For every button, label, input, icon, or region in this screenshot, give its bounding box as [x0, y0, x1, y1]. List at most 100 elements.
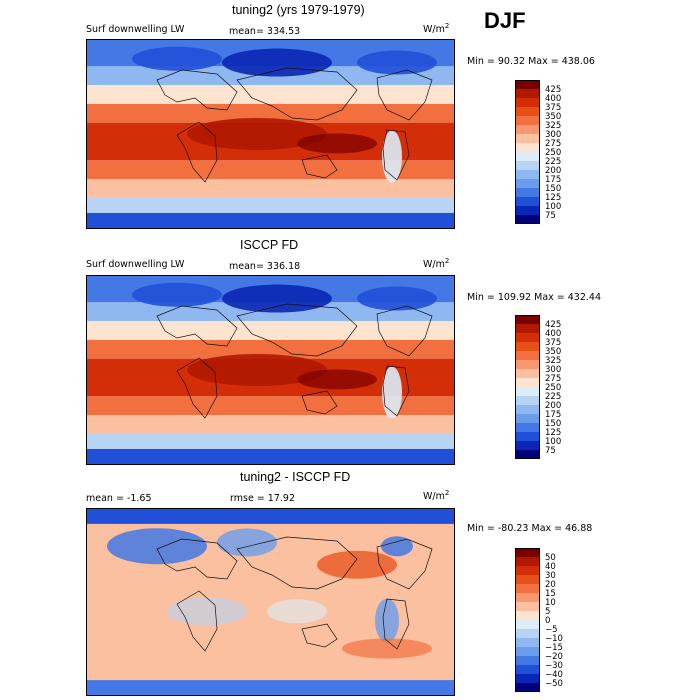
- colorbar-swatch: [515, 432, 540, 441]
- panel3-colorbar: 50 40 30 20 15 10 5 0 −5 −10 −15 −20 −30 −40 −50: [515, 548, 575, 692]
- field-patch: [107, 528, 207, 565]
- colorbar-tick-label: 0: [545, 616, 550, 626]
- colorbar-swatch: [515, 674, 540, 683]
- field-patch: [187, 118, 327, 150]
- colorbar-tick-label: 15: [545, 589, 556, 599]
- coastline: [236, 536, 358, 590]
- field-band: [87, 339, 454, 359]
- colorbar-swatch: [515, 584, 540, 593]
- colorbar-tick-label: 75: [545, 211, 556, 221]
- colorbar-swatch: [515, 620, 540, 629]
- colorbar-swatch: [515, 665, 540, 674]
- panel1-mean: mean= 334.53: [229, 26, 301, 37]
- colorbar-tick-label: −15: [545, 643, 563, 653]
- field-band: [87, 509, 454, 524]
- panel3-title: tuning2 - ISCCP FD: [240, 470, 351, 484]
- colorbar-tick-label: 300: [545, 130, 561, 140]
- colorbar-tick-label: 75: [545, 446, 556, 456]
- panel2-units-base: W/m: [423, 259, 445, 271]
- colorbar-tick-label: 125: [545, 193, 561, 203]
- field-band: [87, 396, 454, 416]
- field-band: [87, 448, 454, 464]
- colorbar-tick-label: 100: [545, 202, 561, 212]
- panel1-units-base: W/m: [423, 24, 445, 36]
- colorbar-swatch: [515, 378, 540, 387]
- colorbar-tick-label: 225: [545, 157, 561, 167]
- coastline: [301, 623, 338, 648]
- field-band: [87, 160, 454, 180]
- coastline: [382, 129, 410, 181]
- panel2-mean: mean= 336.18: [229, 261, 301, 272]
- colorbar-tick-label: 325: [545, 121, 561, 131]
- colorbar-tick-label: 30: [545, 571, 556, 581]
- colorbar-swatch: [515, 611, 540, 620]
- colorbar-tick-label: 250: [545, 148, 561, 158]
- panel2-units: W/m2: [423, 257, 449, 270]
- colorbar-swatch: [515, 396, 540, 405]
- panel1-minmax: Min = 90.32 Max = 438.06: [467, 56, 595, 67]
- colorbar-swatch: [515, 450, 540, 459]
- colorbar-tick-label: −5: [545, 625, 558, 635]
- colorbar-tick-label: 175: [545, 410, 561, 420]
- colorbar-swatch: [515, 188, 540, 197]
- field-patch: [342, 638, 432, 659]
- panel1-map: [86, 39, 455, 229]
- field-band: [87, 197, 454, 213]
- coastline: [301, 154, 338, 179]
- colorbar-tick-label: 425: [545, 85, 561, 95]
- panel2-minmax: Min = 109.92 Max = 432.44: [467, 292, 601, 303]
- colorbar-tick-label: 400: [545, 94, 561, 104]
- field-band: [87, 680, 454, 695]
- coastline: [176, 357, 218, 419]
- panel1-units-exp: 2: [444, 22, 450, 30]
- panel2-map: [86, 275, 455, 465]
- colorbar-swatch: [515, 557, 540, 566]
- colorbar-frame: [515, 315, 540, 459]
- colorbar-tick-label: −30: [545, 661, 563, 671]
- colorbar-swatch: [515, 629, 540, 638]
- colorbar-swatch: [515, 387, 540, 396]
- colorbar-swatch: [515, 152, 540, 161]
- colorbar-tick-label: 275: [545, 374, 561, 384]
- colorbar-tick-label: 175: [545, 175, 561, 185]
- colorbar-tick-label: 375: [545, 338, 561, 348]
- colorbar-tick-label: 150: [545, 184, 561, 194]
- coastline: [376, 538, 433, 590]
- coastline: [382, 598, 410, 650]
- field-patch: [297, 133, 377, 154]
- field-band: [87, 415, 454, 434]
- field-band: [87, 103, 454, 123]
- field-patch: [187, 354, 327, 386]
- panel3-map: [86, 508, 455, 696]
- field-patch: [167, 597, 247, 626]
- colorbar-swatch: [515, 683, 540, 692]
- panel1-colorbar-svg: 4254003753503253002752502252001751501251…: [515, 80, 561, 224]
- colorbar-swatch: [515, 315, 540, 324]
- colorbar-swatch: [515, 656, 540, 665]
- panel3-minmax: Min = -80.23 Max = 46.88: [467, 523, 593, 534]
- colorbar-swatch: [515, 405, 540, 414]
- field-patch: [217, 528, 277, 557]
- field-patch: [381, 536, 413, 557]
- panel3-map-svg: [87, 509, 454, 695]
- colorbar-swatch: [515, 566, 540, 575]
- colorbar-tick-label: 10: [545, 598, 556, 608]
- colorbar-tick-label: −50: [545, 679, 563, 689]
- panel3-mean: mean = -1.65: [86, 493, 152, 504]
- field-patch: [382, 366, 402, 419]
- panel1-colorbar: 425 400 375 350 325 300 275 250 225 200 175 150 125 1…: [515, 80, 575, 224]
- field-patch: [375, 598, 399, 643]
- panel3-units-exp: 2: [444, 489, 450, 497]
- field-patch: [382, 130, 402, 183]
- colorbar-swatch: [515, 170, 540, 179]
- colorbar-swatch: [515, 80, 540, 89]
- panel1-title: tuning2 (yrs 1979-1979): [232, 3, 365, 17]
- field-patch: [357, 286, 437, 311]
- colorbar-swatch: [515, 593, 540, 602]
- colorbar-swatch: [515, 116, 540, 125]
- field-patch: [357, 50, 437, 75]
- colorbar-tick-label: 125: [545, 428, 561, 438]
- colorbar-tick-label: 275: [545, 139, 561, 149]
- field-band: [87, 433, 454, 449]
